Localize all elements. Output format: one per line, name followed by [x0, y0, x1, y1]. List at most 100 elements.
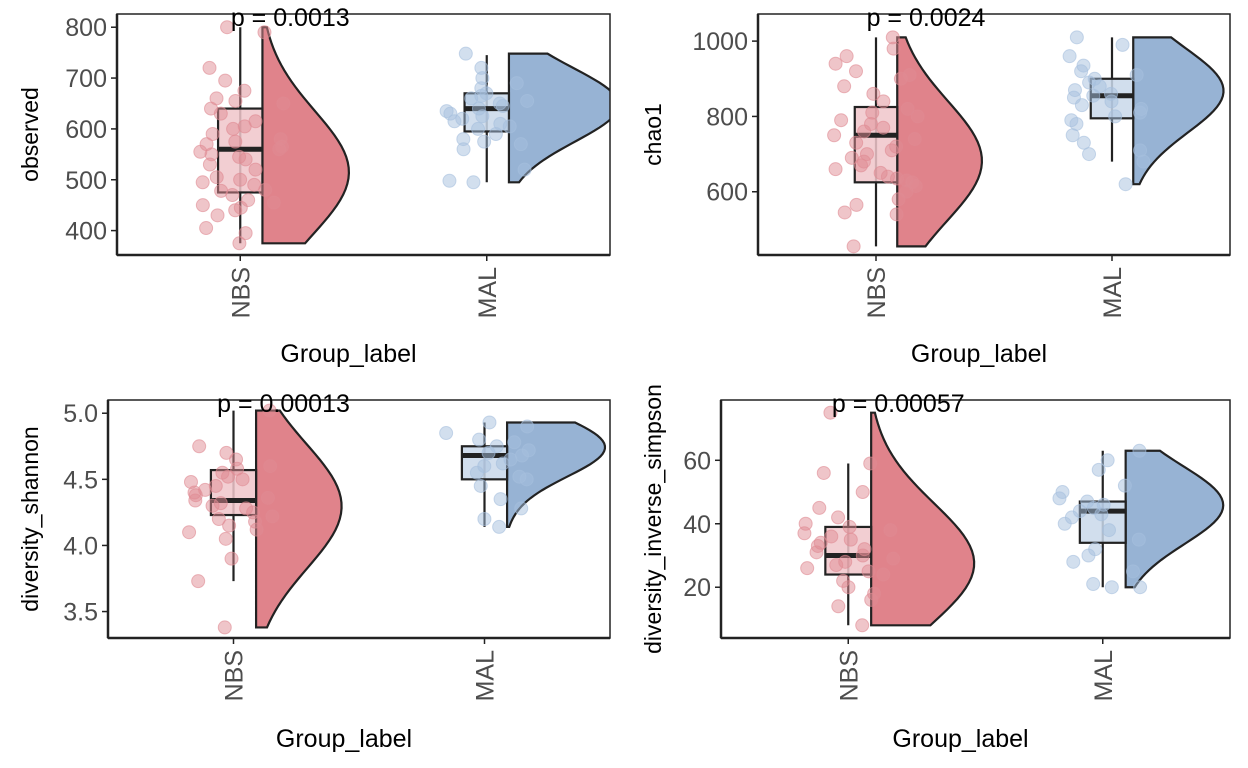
point-NBS: [837, 205, 852, 220]
point-MAL: [1102, 523, 1117, 538]
point-MAL: [1091, 462, 1106, 477]
point-NBS: [866, 86, 881, 101]
point-NBS: [824, 529, 839, 544]
point-MAL: [442, 173, 457, 188]
point-NBS: [828, 162, 843, 177]
x-axis-label: Group_label: [911, 340, 1047, 368]
y-tick-label: 5.0: [63, 400, 98, 428]
violin-NBS: [261, 26, 351, 245]
point-NBS: [873, 165, 888, 180]
point-NBS: [839, 49, 854, 64]
point-MAL: [458, 46, 473, 61]
point-MAL: [1076, 135, 1091, 150]
y-tick-label: 40: [683, 511, 711, 539]
point-NBS: [232, 149, 247, 164]
point-NBS: [834, 113, 849, 128]
point-NBS: [220, 20, 235, 35]
point-MAL: [466, 175, 481, 190]
panel-2: 600 800 1000 NBS MAL Group_label chao1 p = 0.00…: [640, 4, 1231, 368]
point-NBS: [214, 183, 229, 198]
point-NBS: [219, 445, 234, 460]
point-MAL: [1062, 49, 1077, 64]
y-tick-label: 800: [706, 103, 748, 131]
point-NBS: [800, 561, 815, 576]
point-NBS: [192, 439, 207, 454]
y-tick-label: 4.0: [63, 532, 98, 560]
plot-area: [797, 405, 1225, 633]
point-MAL: [1133, 580, 1148, 595]
point-NBS: [857, 542, 872, 557]
point-MAL: [1108, 109, 1123, 124]
point-MAL: [489, 439, 504, 454]
point-NBS: [238, 226, 253, 241]
point-NBS: [812, 500, 827, 515]
point-MAL: [1129, 68, 1144, 83]
y-axis-label: observed: [17, 87, 43, 182]
point-NBS: [247, 177, 262, 192]
point-MAL: [493, 492, 508, 507]
point-NBS: [241, 193, 256, 208]
point-NBS: [902, 68, 917, 83]
point-NBS: [831, 510, 846, 525]
point-MAL: [439, 426, 454, 441]
point-NBS: [823, 405, 838, 420]
point-MAL: [1104, 86, 1119, 101]
point-MAL: [1131, 532, 1146, 547]
point-NBS: [195, 198, 210, 213]
point-MAL: [493, 116, 508, 131]
point-NBS: [828, 56, 843, 71]
panel-1: 400 500 600 700 800 NBS MAL Group_label observed…: [17, 4, 611, 368]
point-MAL: [477, 459, 492, 474]
point-NBS: [183, 474, 198, 489]
point-MAL: [1115, 37, 1130, 52]
point-MAL: [521, 443, 536, 458]
point-MAL: [1082, 147, 1097, 162]
point-MAL: [1096, 497, 1111, 512]
point-MAL: [482, 415, 497, 430]
point-NBS: [885, 30, 900, 45]
x-tick-label-NBS: NBS: [835, 650, 863, 701]
x-tick-label-NBS: NBS: [863, 267, 891, 318]
point-NBS: [849, 197, 864, 212]
point-NBS: [855, 618, 870, 633]
point-NBS: [248, 162, 263, 177]
p-value-label: p = 0.00013: [217, 390, 350, 418]
point-MAL: [1133, 143, 1148, 158]
point-NBS: [210, 208, 225, 223]
point-NBS: [813, 535, 828, 550]
point-MAL: [1064, 113, 1079, 128]
point-NBS: [838, 554, 853, 569]
plot-area: [827, 30, 1225, 254]
point-NBS: [199, 137, 214, 152]
point-MAL: [1100, 453, 1115, 468]
plot-area: [193, 20, 610, 251]
point-NBS: [846, 239, 861, 254]
point-NBS: [208, 478, 223, 493]
x-tick-label-MAL: MAL: [472, 650, 500, 702]
point-NBS: [855, 485, 870, 500]
point-NBS: [205, 126, 220, 141]
x-tick-label-MAL: MAL: [1099, 267, 1127, 319]
p-value-label: p = 0.0013: [231, 4, 350, 32]
point-NBS: [191, 574, 206, 589]
point-NBS: [248, 114, 263, 129]
y-tick-label: 800: [65, 14, 107, 42]
point-NBS: [848, 64, 863, 79]
point-NBS: [863, 456, 878, 471]
x-tick-label-NBS: NBS: [227, 267, 255, 318]
point-NBS: [273, 132, 288, 147]
point-NBS: [900, 101, 915, 116]
x-tick-label-MAL: MAL: [1090, 650, 1118, 702]
violin-NBS: [896, 36, 983, 248]
x-tick-label-NBS: NBS: [221, 650, 249, 701]
point-MAL: [474, 60, 489, 75]
point-MAL: [513, 137, 528, 152]
violin-MAL: [1124, 449, 1225, 589]
point-NBS: [876, 567, 891, 582]
point-NBS: [844, 150, 859, 165]
point-NBS: [260, 490, 275, 505]
p-value-label: p = 0.00057: [832, 390, 965, 418]
point-MAL: [1086, 577, 1101, 592]
point-MAL: [1087, 71, 1102, 86]
point-NBS: [831, 599, 846, 614]
